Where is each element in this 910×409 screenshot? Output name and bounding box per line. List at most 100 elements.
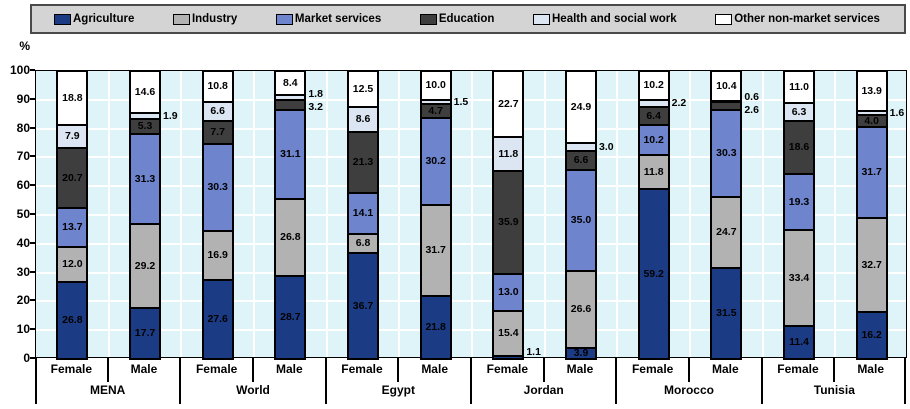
- x-label-country-morocco: Morocco: [663, 383, 714, 397]
- segment-value-label: 10.2: [643, 133, 664, 146]
- x-separator-country: [470, 358, 472, 404]
- segment-other-non-market-services: 8.4: [275, 71, 306, 95]
- segment-value-label: 28.7: [280, 311, 301, 323]
- bar-mena-male: 17.7 29.2 31.3 5.3 14.6: [129, 70, 161, 360]
- segment-health-and-social-work: 6.6: [202, 102, 233, 121]
- y-axis-unit-label: %: [19, 39, 30, 53]
- segment-education: 35.9: [493, 171, 524, 274]
- segment-value-label: 6.6: [210, 105, 225, 117]
- segment-education: [275, 100, 306, 110]
- segment-value-label: 26.6: [570, 303, 592, 315]
- segment-value-label: 29.2: [134, 259, 156, 272]
- x-separator-country: [615, 358, 618, 404]
- segment-health-and-social-work: [130, 113, 160, 119]
- segment-market-services: 13.7: [57, 208, 88, 247]
- segment-education: 21.3: [348, 132, 378, 193]
- segment-value-label: 30.3: [716, 147, 737, 159]
- segment-value-label: 31.7: [425, 244, 446, 256]
- x-axis: Female Male MENA Female Male World Female Male E…: [35, 358, 907, 409]
- bar-egypt-male: 21.8 31.7 30.2 4.7 10.0: [419, 70, 452, 360]
- segment-value-label: 31.3: [134, 172, 156, 185]
- segment-value-label: 31.7: [861, 166, 882, 178]
- segment-health-and-social-work: [420, 100, 451, 104]
- segment-industry: 16.9: [202, 231, 233, 280]
- segment-value-label: 6.6: [573, 154, 589, 166]
- segment-agriculture: 11.4: [784, 326, 814, 359]
- legend-item-label: Industry: [191, 13, 238, 25]
- segment-market-services: 10.2: [638, 125, 669, 155]
- segment-education: 18.6: [784, 121, 814, 174]
- y-tick-mark: [30, 270, 35, 273]
- segment-other-non-market-services: 12.5: [348, 71, 378, 107]
- outside-value-labels: 1.8 3.2: [308, 88, 323, 114]
- y-tick-mark: [30, 213, 35, 215]
- legend-item-label: Health and social work: [552, 13, 677, 25]
- y-tick-label-10: 10: [16, 322, 30, 337]
- segment-industry: 29.2: [130, 224, 160, 308]
- x-label-country-mena: MENA: [89, 383, 126, 397]
- segment-value-label: 31.1: [280, 148, 301, 160]
- gridline-vertical: [253, 71, 255, 357]
- legend-item-education: Education: [419, 13, 494, 25]
- segment-value-label: 7.9: [65, 130, 80, 142]
- segment-agriculture: 59.2: [638, 189, 669, 359]
- segment-value-label: 13.9: [861, 84, 882, 97]
- outside-value-label: 1.6: [889, 106, 905, 119]
- legend-item-label: Other non-market services: [734, 13, 880, 25]
- segment-value-label: 13.7: [62, 221, 83, 233]
- outside-value-label: 1.8: [308, 88, 323, 101]
- segment-industry: 12.0: [57, 247, 88, 282]
- legend-item-other-non-market-services: Other non-market services: [715, 13, 880, 25]
- y-tick-mark: [30, 97, 35, 100]
- x-label-male-jordan: Male: [566, 362, 594, 376]
- legend-item-agriculture: Agriculture: [54, 13, 134, 25]
- gridline-vertical: [180, 71, 183, 357]
- x-label-male-tunisia: Male: [857, 362, 884, 376]
- bar-egypt-female: 36.7 6.8 14.1 21.3 8.6 12.5: [347, 70, 379, 360]
- outside-value-labels: 0.6 2.6: [744, 91, 759, 117]
- x-separator-country: [324, 358, 327, 404]
- segment-education: 6.6: [566, 151, 596, 170]
- legend-item-label: Market services: [294, 13, 382, 25]
- segment-value-label: 30.3: [207, 181, 228, 193]
- segment-value-label: 10.8: [207, 80, 228, 92]
- segment-market-services: 35.0: [566, 170, 596, 271]
- x-separator-country: [35, 358, 37, 404]
- y-tick-label-50: 50: [16, 207, 30, 221]
- segment-other-non-market-services: 18.8: [57, 71, 88, 125]
- segment-value-label: 26.8: [280, 231, 301, 243]
- y-tick-mark: [30, 299, 35, 302]
- y-tick-label-80: 80: [16, 120, 30, 135]
- segment-other-non-market-services: 10.4: [711, 71, 742, 101]
- segment-other-non-market-services: 11.0: [784, 71, 814, 103]
- x-separator-sex: [106, 358, 109, 382]
- x-label-female-world: Female: [195, 362, 238, 376]
- legend-item-health-and-social-work: Health and social work: [533, 13, 677, 25]
- segment-industry: 31.7: [420, 205, 451, 296]
- segment-industry: 32.7: [856, 218, 887, 312]
- segment-value-label: 15.4: [498, 327, 519, 339]
- x-separator-sex: [397, 358, 400, 382]
- health-and-social-work-swatch-icon: [533, 13, 550, 25]
- y-tick-mark: [30, 126, 35, 129]
- legend-item-market-services: Market services: [275, 13, 382, 25]
- segment-market-services: 19.3: [784, 174, 814, 230]
- plot-area: 26.8 12.0 13.7 20.7 7.9 18.8 17.7 29.2 31.3 5.3 14…: [35, 70, 907, 360]
- y-tick-label-60: 60: [16, 178, 30, 193]
- gridline-vertical: [398, 71, 401, 357]
- gridline-vertical: [761, 71, 764, 357]
- gridline-vertical: [616, 71, 619, 357]
- outside-value-labels: 1.1: [526, 346, 541, 359]
- segment-industry: 24.7: [711, 197, 742, 268]
- y-tick-mark: [30, 184, 35, 187]
- segment-market-services: 14.1: [348, 193, 378, 234]
- bar-jordan-female: 15.4 13.0 35.9 11.8 22.7: [492, 70, 525, 360]
- x-label-female-jordan: Female: [486, 362, 528, 376]
- segment-value-label: 59.2: [643, 267, 664, 280]
- segment-value-label: 12.5: [352, 82, 374, 95]
- outside-value-labels: 1.5: [454, 96, 469, 109]
- outside-value-label: 1.9: [163, 109, 178, 122]
- x-label-country-jordan: Jordan: [523, 383, 564, 397]
- x-label-female-mena: Female: [50, 362, 92, 376]
